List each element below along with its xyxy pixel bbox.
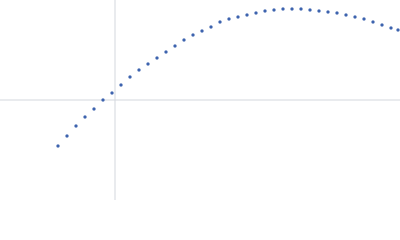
data-point — [353, 15, 357, 19]
data-point — [362, 17, 366, 21]
data-point — [281, 7, 285, 11]
page: (() => { const data = JSON.parse(documen… — [0, 0, 400, 200]
data-point — [380, 23, 384, 27]
data-point — [263, 9, 267, 13]
data-point — [110, 91, 114, 95]
data-point — [245, 13, 249, 17]
data-point — [173, 44, 177, 48]
data-point — [227, 17, 231, 21]
data-point — [191, 33, 195, 37]
data-point — [119, 83, 123, 87]
data-point — [209, 25, 213, 29]
data-point — [389, 26, 393, 30]
data-point — [92, 107, 96, 111]
data-point — [344, 13, 348, 17]
data-point — [200, 29, 204, 33]
data-point — [128, 75, 132, 79]
chart — [0, 0, 400, 200]
data-point — [65, 134, 69, 138]
data-point — [56, 144, 60, 148]
data-point — [299, 7, 303, 11]
data-point — [308, 8, 312, 12]
data-point — [146, 62, 150, 66]
data-point — [317, 9, 321, 13]
data-point — [371, 20, 375, 24]
data-point — [254, 11, 258, 15]
data-point — [290, 7, 294, 11]
data-point — [326, 10, 330, 14]
data-point — [83, 115, 87, 119]
data-point — [155, 56, 159, 60]
data-point — [236, 15, 240, 19]
data-point — [396, 28, 400, 32]
data-point — [137, 68, 141, 72]
data-point — [218, 20, 222, 24]
data-point — [101, 98, 105, 102]
data-point — [74, 124, 78, 128]
data-point — [272, 8, 276, 12]
data-point — [182, 38, 186, 42]
data-point — [164, 50, 168, 54]
data-point — [335, 11, 339, 15]
